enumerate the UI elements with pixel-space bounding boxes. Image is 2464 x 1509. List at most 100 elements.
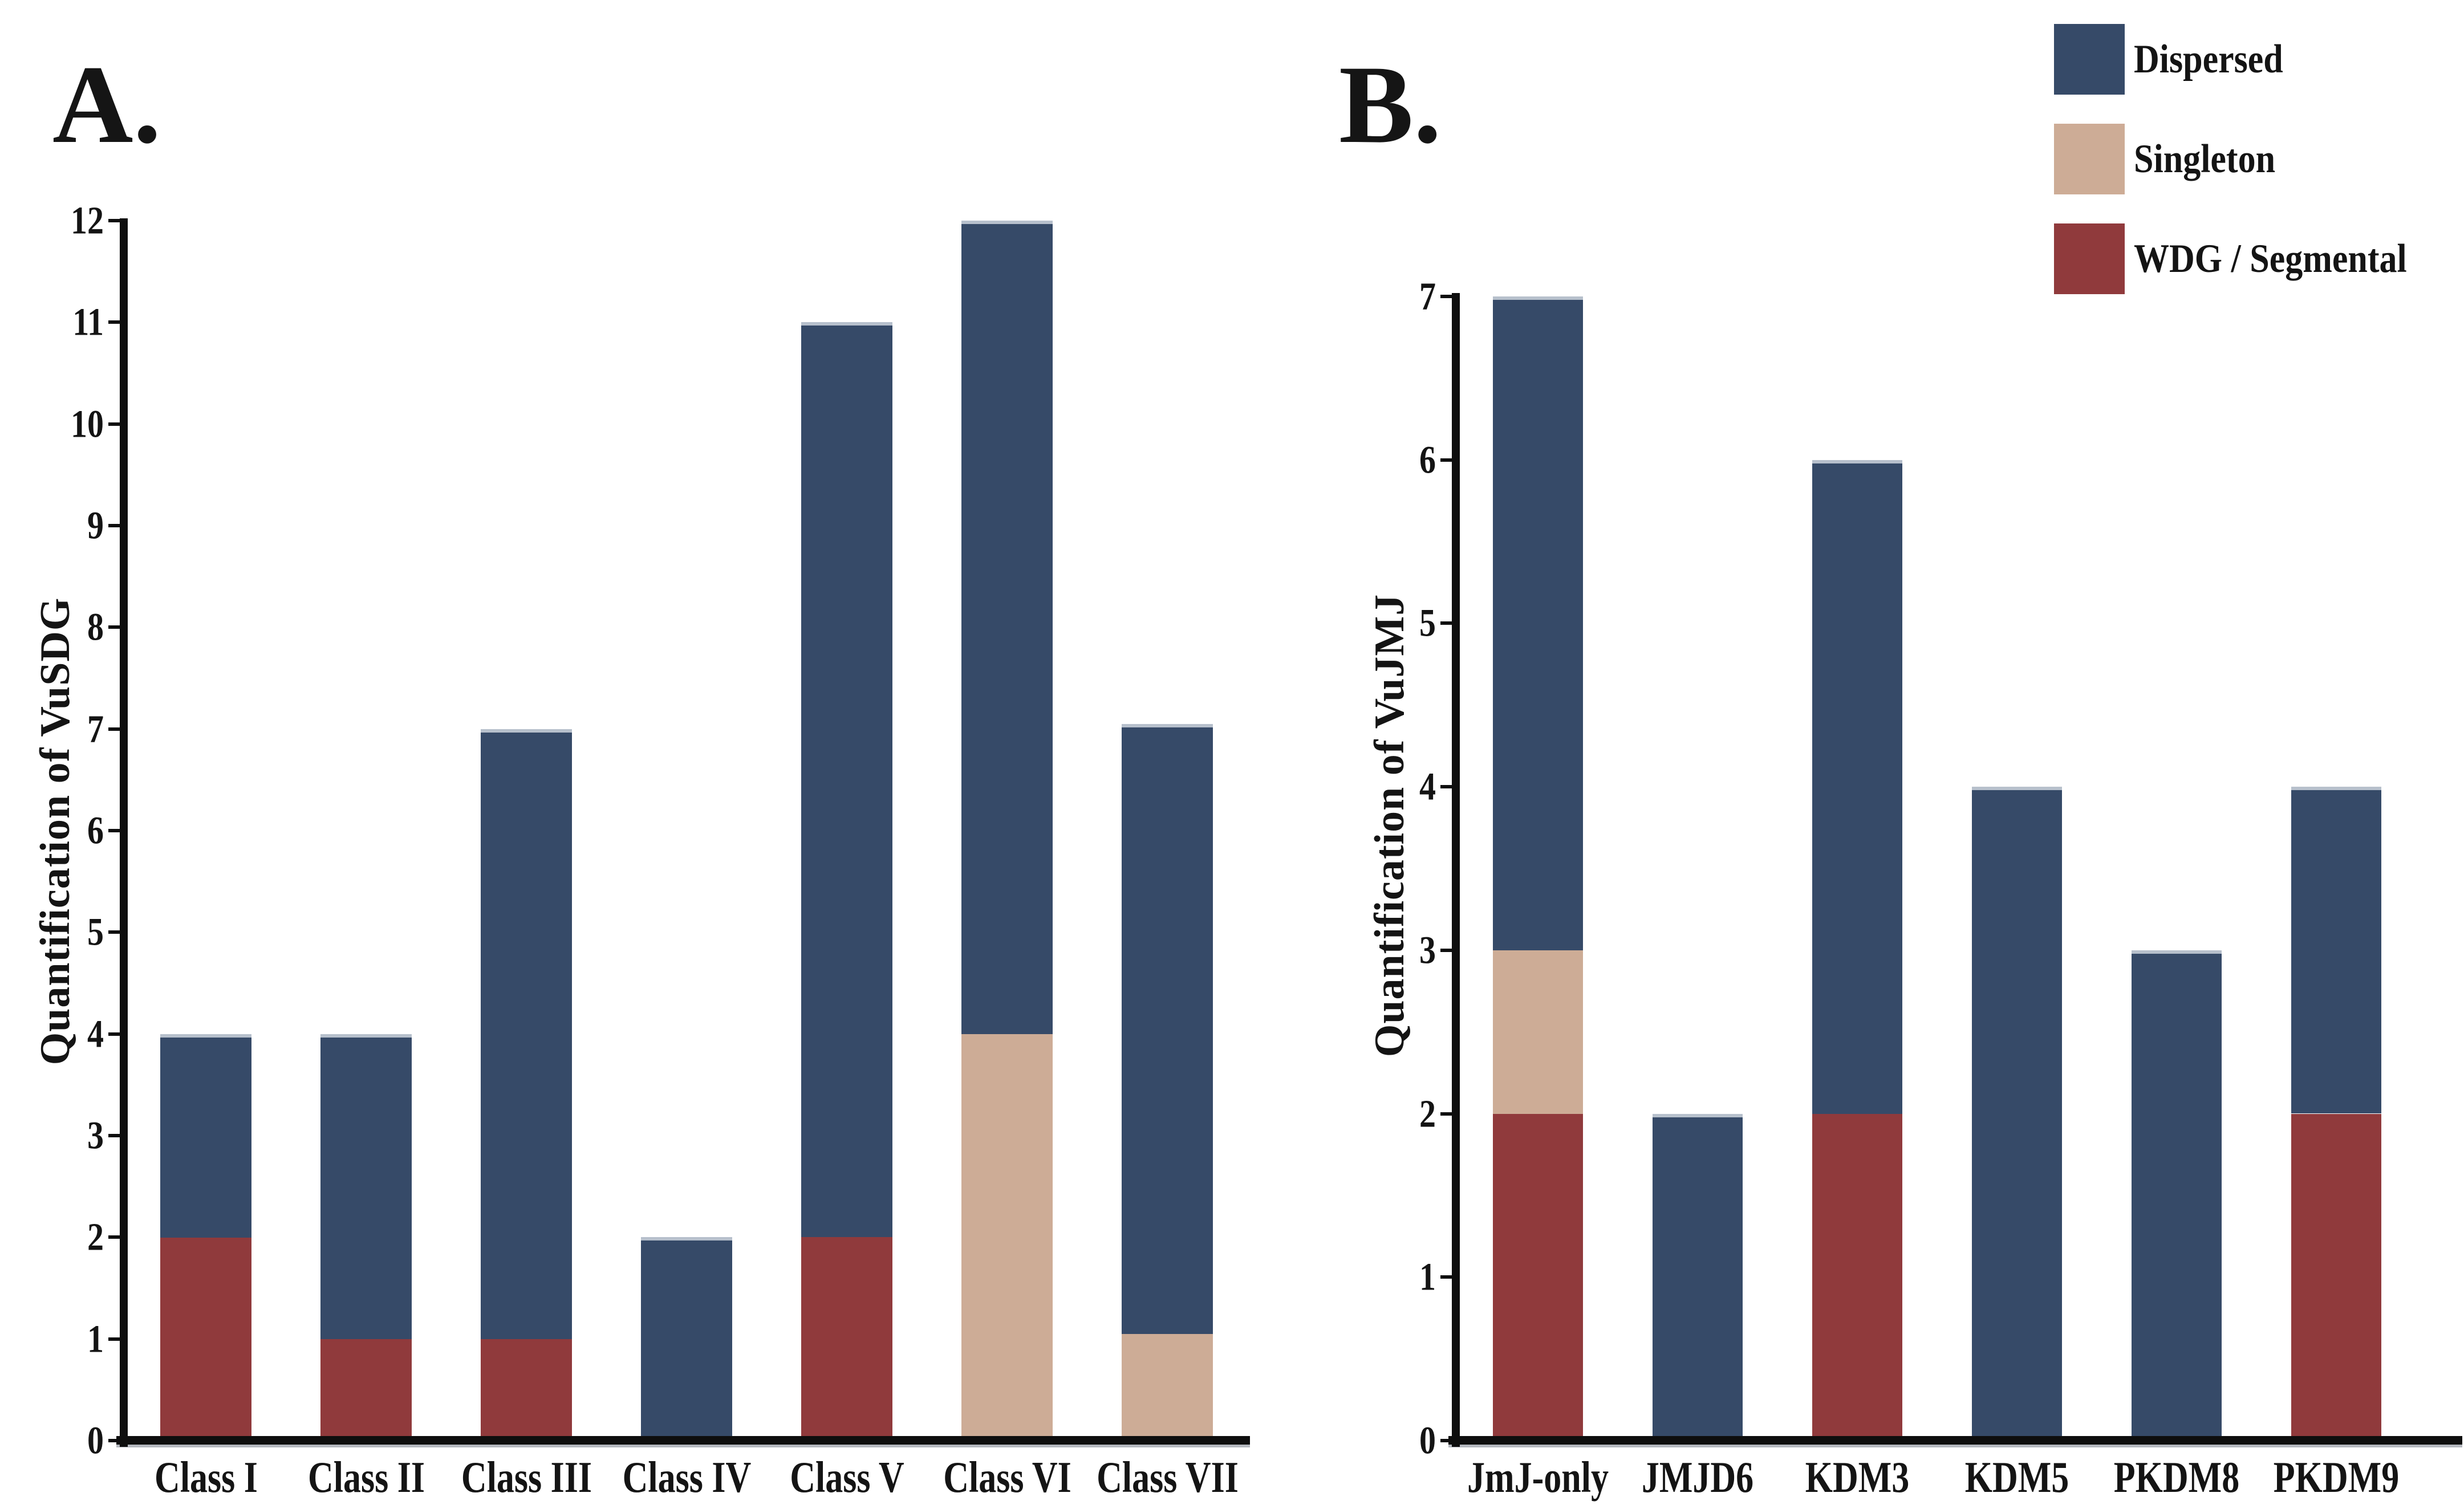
category-label-a-0: Class I [155, 1453, 258, 1502]
y-tick-a-11 [108, 320, 120, 324]
y-tick-label-a-8: 8 [87, 605, 104, 649]
bar-segment-a-1-dispersed [320, 1034, 412, 1339]
y-tick-a-4 [108, 1032, 120, 1036]
bar-segment-a-1-wdg-segmental [320, 1339, 412, 1441]
y-tick-a-0 [108, 1439, 120, 1442]
y-tick-b-1 [1440, 1275, 1452, 1279]
bar-top-cap-a-4 [801, 322, 892, 326]
y-tick-a-1 [108, 1337, 120, 1341]
category-label-b-3: KDM5 [1964, 1453, 2069, 1502]
category-label-b-0: JmJ-only [1467, 1453, 1609, 1502]
y-tick-a-2 [108, 1235, 120, 1239]
bar-segment-a-0-wdg-segmental [160, 1237, 251, 1441]
bar-top-cap-b-3 [1972, 787, 2062, 790]
y-tick-label-b-0: 0 [1419, 1418, 1436, 1462]
y-tick-a-8 [108, 625, 120, 629]
bar-segment-b-0-singleton [1493, 950, 1583, 1114]
y-tick-label-a-9: 9 [87, 503, 104, 547]
x-axis-shadow-b [1448, 1445, 2462, 1447]
y-tick-a-3 [108, 1134, 120, 1137]
y-tick-b-6 [1440, 458, 1452, 462]
bar-segment-a-4-dispersed [801, 322, 892, 1237]
category-label-a-2: Class III [461, 1453, 592, 1502]
bar-segment-a-5-singleton [961, 1034, 1053, 1441]
category-label-b-4: PKDM8 [2113, 1453, 2240, 1502]
y-tick-label-a-4: 4 [87, 1012, 104, 1056]
y-tick-label-b-1: 1 [1419, 1255, 1436, 1299]
bar-top-cap-b-2 [1812, 460, 1902, 463]
x-axis-b [1448, 1436, 2462, 1445]
bar-segment-b-2-dispersed [1812, 460, 1902, 1114]
bar-top-cap-a-0 [160, 1034, 251, 1038]
bar-segment-b-5-dispersed [2291, 787, 2381, 1113]
bar-segment-a-5-dispersed [961, 221, 1053, 1034]
y-tick-label-b-7: 7 [1419, 274, 1436, 318]
y-tick-label-b-6: 6 [1419, 438, 1436, 482]
x-axis-shadow-a [116, 1445, 1250, 1447]
bar-top-cap-b-0 [1493, 296, 1583, 300]
y-tick-label-b-3: 3 [1419, 928, 1436, 972]
bar-top-cap-a-6 [1122, 724, 1213, 727]
category-label-b-1: JMJD6 [1641, 1453, 1754, 1502]
y-tick-a-5 [108, 930, 120, 934]
bar-top-cap-a-2 [481, 729, 572, 733]
y-tick-b-2 [1440, 1112, 1452, 1116]
bar-segment-a-3-dispersed [641, 1237, 732, 1441]
y-tick-a-9 [108, 524, 120, 527]
legend-swatch-singleton [2054, 124, 2125, 194]
bar-top-cap-b-4 [2132, 950, 2222, 954]
category-label-b-5: PKDM9 [2273, 1453, 2400, 1502]
bar-segment-b-3-dispersed [1972, 787, 2062, 1441]
y-tick-label-a-12: 12 [71, 198, 104, 242]
y-tick-label-a-1: 1 [87, 1317, 104, 1361]
y-tick-label-a-2: 2 [87, 1215, 104, 1259]
y-axis-b [1452, 293, 1460, 1447]
y-axis-a [120, 218, 128, 1447]
legend-swatch-dispersed [2054, 24, 2125, 95]
category-label-a-5: Class VI [943, 1453, 1071, 1502]
y-tick-a-12 [108, 219, 120, 222]
bar-segment-b-0-wdg-segmental [1493, 1114, 1583, 1441]
bar-segment-a-0-dispersed [160, 1034, 251, 1238]
y-tick-b-4 [1440, 785, 1452, 788]
y-axis-title-a: Quantification of VuSDG [32, 597, 79, 1065]
x-axis-a [116, 1436, 1250, 1445]
y-tick-label-a-0: 0 [87, 1418, 104, 1462]
panel-a-letter: A. [52, 43, 161, 166]
category-label-b-2: KDM3 [1805, 1453, 1910, 1502]
bar-segment-b-2-wdg-segmental [1812, 1114, 1902, 1441]
bar-top-cap-a-5 [961, 221, 1053, 224]
category-label-a-4: Class V [790, 1453, 904, 1502]
bar-segment-a-6-singleton [1122, 1334, 1213, 1441]
y-tick-label-b-2: 2 [1419, 1092, 1436, 1136]
y-tick-label-b-5: 5 [1419, 601, 1436, 645]
category-label-a-3: Class IV [622, 1453, 752, 1502]
bar-top-cap-b-1 [1653, 1114, 1743, 1117]
panel-b-letter: B. [1339, 43, 1442, 166]
bar-top-cap-a-1 [320, 1034, 412, 1038]
bar-segment-b-4-dispersed [2132, 950, 2222, 1441]
y-tick-label-a-6: 6 [87, 808, 104, 852]
bar-segment-a-2-dispersed [481, 729, 572, 1339]
y-tick-label-a-10: 10 [71, 402, 104, 446]
bar-segment-b-1-dispersed [1653, 1114, 1743, 1441]
y-tick-b-3 [1440, 949, 1452, 952]
y-tick-label-a-11: 11 [72, 300, 104, 344]
category-label-a-6: Class VII [1097, 1453, 1239, 1502]
y-tick-label-b-4: 4 [1419, 764, 1436, 808]
legend-label-wdg-segmental: WDG / Segmental [2134, 236, 2407, 282]
legend-swatch-wdg-segmental [2054, 223, 2125, 294]
bar-top-cap-b-5 [2291, 787, 2381, 790]
bar-segment-a-2-wdg-segmental [481, 1339, 572, 1441]
legend-label-dispersed: Dispersed [2134, 36, 2283, 82]
legend-label-singleton: Singleton [2134, 136, 2276, 182]
y-tick-b-5 [1440, 621, 1452, 625]
y-tick-b-7 [1440, 295, 1452, 298]
y-tick-b-0 [1440, 1439, 1452, 1442]
bar-segment-b-5-wdg-segmental [2291, 1114, 2381, 1441]
y-tick-label-a-3: 3 [87, 1113, 104, 1157]
bar-top-cap-a-3 [641, 1237, 732, 1240]
